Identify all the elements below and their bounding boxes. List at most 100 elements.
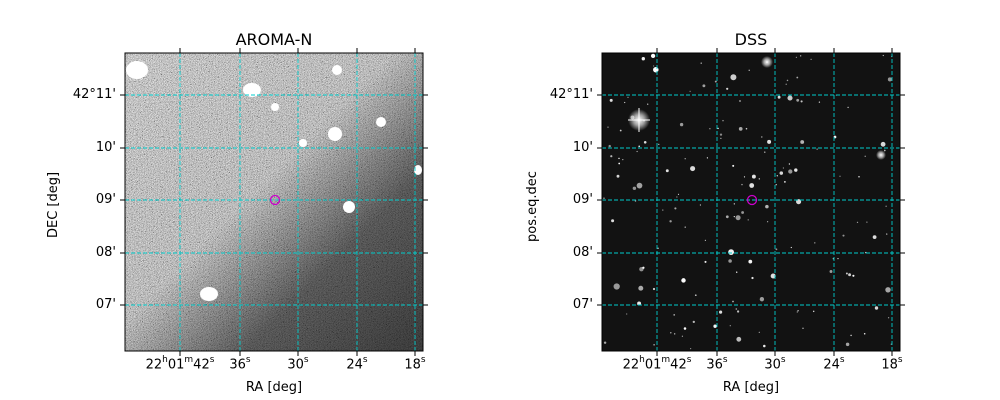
x-tick-label: 24s — [823, 355, 845, 373]
star — [730, 74, 737, 81]
y-tick-label: 10' — [572, 140, 593, 155]
y-tick-label: 09' — [95, 192, 116, 207]
star — [797, 310, 799, 312]
y-tick-label: 42°11' — [72, 87, 116, 102]
x-tick-label: 22h01m42s — [622, 355, 692, 373]
star — [706, 157, 709, 159]
axes-frame — [601, 52, 901, 352]
star — [676, 196, 678, 198]
star — [618, 162, 621, 165]
star — [684, 158, 686, 160]
y-tick-label: 10' — [95, 140, 116, 155]
star — [638, 145, 641, 148]
star — [751, 276, 754, 280]
star — [704, 260, 707, 263]
star — [810, 58, 812, 60]
x-tick-label: 36s — [229, 355, 251, 373]
star — [779, 171, 784, 175]
target-marker — [269, 194, 281, 206]
star — [802, 327, 804, 329]
dss-image — [602, 53, 900, 351]
star — [842, 234, 845, 237]
star — [863, 332, 866, 335]
star — [816, 148, 818, 150]
star — [719, 133, 723, 136]
star — [634, 200, 637, 202]
star — [658, 143, 660, 145]
star — [657, 247, 659, 249]
star — [729, 325, 731, 327]
star — [758, 178, 760, 180]
y-tick-label: 07' — [95, 297, 116, 312]
star — [882, 54, 884, 57]
x-tick-label: 30s — [764, 355, 786, 373]
star — [770, 273, 776, 279]
star — [800, 140, 805, 144]
star — [714, 80, 717, 83]
star — [739, 100, 741, 102]
star — [761, 136, 763, 138]
star — [609, 98, 613, 102]
star — [618, 157, 620, 160]
star — [829, 270, 833, 273]
star — [662, 209, 664, 211]
star — [670, 332, 672, 334]
star — [767, 139, 772, 144]
panel-title: DSS — [734, 30, 768, 49]
star — [608, 144, 611, 148]
star — [684, 226, 686, 228]
star — [650, 53, 656, 59]
star — [763, 344, 766, 348]
star — [719, 310, 723, 314]
star — [642, 266, 645, 269]
axes-frame — [124, 52, 424, 352]
star — [786, 79, 789, 82]
star — [603, 341, 607, 344]
star — [800, 55, 802, 57]
star — [653, 65, 655, 67]
x-tick-label: 30s — [287, 355, 309, 373]
star — [790, 246, 792, 249]
star — [741, 211, 745, 214]
star — [720, 137, 722, 139]
star — [850, 334, 852, 337]
star — [674, 333, 676, 335]
star — [603, 197, 605, 200]
x-tick-label: 24s — [346, 355, 368, 373]
x-tick-label: 22h01m42s — [145, 355, 215, 373]
star — [699, 204, 702, 206]
star — [626, 313, 628, 315]
star — [694, 294, 697, 297]
star — [725, 215, 729, 219]
star — [652, 287, 656, 291]
star — [796, 76, 799, 79]
star — [728, 259, 732, 263]
star — [866, 221, 868, 223]
star — [681, 278, 686, 283]
star — [647, 103, 649, 105]
star — [713, 324, 717, 328]
star — [669, 220, 672, 223]
star — [741, 183, 743, 186]
star — [641, 57, 645, 61]
star — [732, 164, 735, 167]
star — [767, 221, 769, 223]
star — [784, 181, 786, 183]
star — [722, 119, 724, 122]
star — [777, 95, 781, 99]
y-tick-label: 08' — [572, 245, 593, 260]
star — [759, 297, 765, 302]
star — [732, 300, 734, 303]
star — [748, 69, 750, 71]
star — [795, 56, 798, 58]
target-marker — [746, 194, 758, 206]
star — [887, 317, 890, 319]
star — [653, 66, 659, 73]
star — [814, 242, 816, 244]
star — [738, 127, 743, 131]
star — [788, 169, 793, 174]
star — [611, 219, 615, 223]
star — [632, 186, 637, 191]
star — [845, 342, 850, 347]
star — [709, 128, 711, 130]
